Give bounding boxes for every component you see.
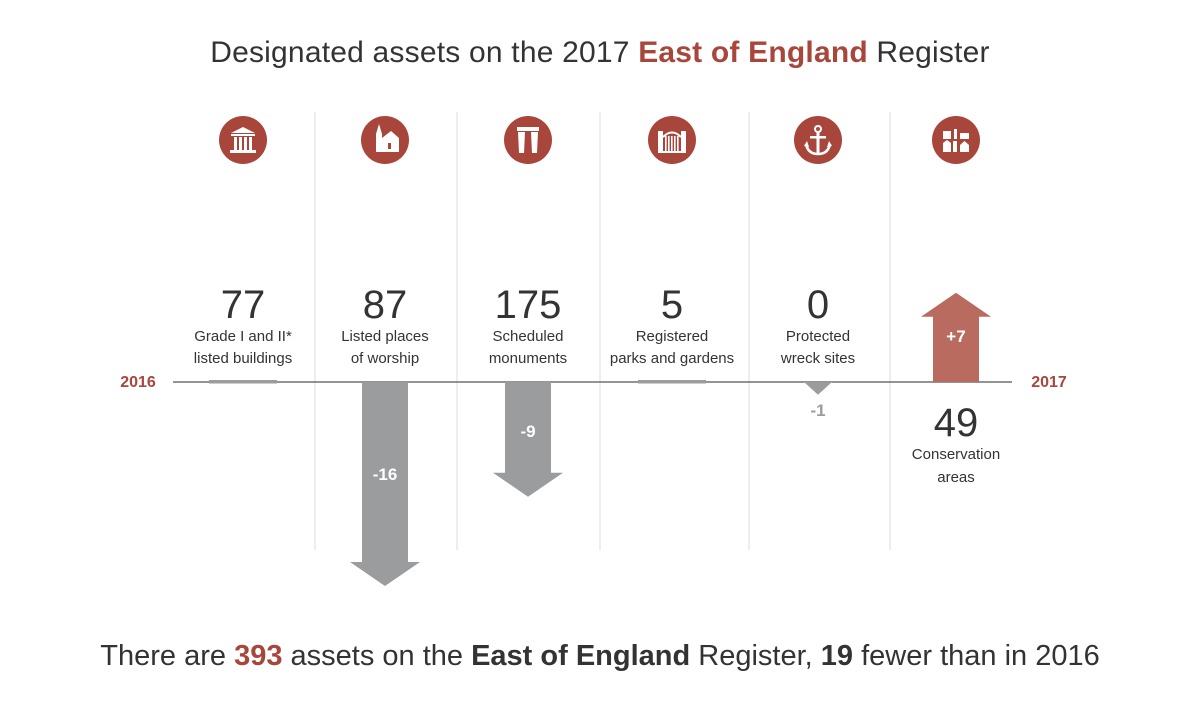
year-label-start: 2016 [120, 374, 156, 391]
summary-region: East of England [471, 640, 691, 672]
icon-part [671, 136, 673, 152]
icon-part [376, 134, 382, 152]
icon-part [388, 143, 391, 149]
change-label: -16 [373, 465, 398, 484]
anchor-icon [794, 116, 842, 164]
townscape-icon [932, 116, 980, 164]
monument-icon [504, 116, 552, 164]
icon-part [663, 151, 681, 153]
icon-part [954, 129, 957, 139]
icon-part [960, 141, 969, 145]
icon-part [810, 136, 826, 139]
icon-part [816, 132, 820, 153]
icon-part [953, 141, 957, 152]
asset-count: 5 [661, 283, 683, 327]
summary-diff: 19 [820, 640, 854, 672]
no-change-marker [209, 380, 277, 384]
category-label-line2: listed buildings [194, 350, 292, 367]
icon-background [504, 116, 552, 164]
icon-part [662, 131, 682, 138]
icon-part [376, 124, 382, 134]
year-label-end: 2017 [1031, 374, 1067, 391]
change-label: -9 [520, 422, 535, 441]
asset-count: 77 [221, 283, 266, 327]
category-label-line1: Conservation [912, 446, 1000, 463]
icon-part [244, 137, 247, 150]
icon-part [960, 145, 969, 152]
category-label-line2: areas [937, 469, 975, 486]
icon-part [827, 141, 832, 147]
summary-part2: assets on the [282, 640, 472, 672]
icon-background [219, 116, 267, 164]
icon-part [943, 131, 951, 139]
title-highlight: East of England [638, 36, 868, 69]
church-icon [361, 116, 409, 164]
icon-part [658, 131, 663, 153]
building-icon [219, 116, 267, 164]
icon-part [517, 127, 539, 131]
icon-part [674, 136, 676, 152]
icon-part [382, 131, 399, 138]
category-label-line1: Registered [636, 328, 709, 345]
title-prefix: Designated assets on the 2017 [210, 36, 639, 69]
decrease-arrow [350, 382, 420, 586]
title-suffix: Register [867, 36, 990, 69]
chart-title: Designated assets on the 2017 East of En… [0, 36, 1200, 70]
gate-icon [648, 116, 696, 164]
summary-total: 393 [234, 640, 283, 672]
category-label-line2: wreck sites [780, 350, 855, 367]
asset-count: 175 [495, 283, 562, 327]
icon-part [943, 143, 951, 152]
change-label: -1 [810, 401, 825, 420]
decrease-arrow [493, 382, 563, 497]
no-change-marker [638, 380, 706, 384]
icon-part [234, 137, 237, 150]
icon-part [943, 140, 951, 143]
category-label-line1: Grade I and II* [194, 328, 292, 345]
summary-text: There are 393 assets on the East of Engl… [0, 640, 1200, 673]
summary-part1: There are [100, 640, 235, 672]
change-label: +7 [946, 327, 965, 346]
increase-arrow [921, 292, 991, 382]
asset-count: 87 [363, 283, 408, 327]
icon-part [804, 141, 809, 147]
icon-part [230, 150, 256, 153]
icon-part [677, 136, 679, 152]
category-label-line2: parks and gardens [610, 350, 734, 367]
category-label-line2: of worship [351, 350, 419, 367]
asset-count: 49 [934, 401, 979, 445]
category-label-line1: Listed places [341, 328, 429, 345]
category-label-line1: Scheduled [493, 328, 564, 345]
summary-part4: fewer than in 2016 [853, 640, 1100, 672]
icon-part [231, 134, 255, 136]
category-label-line2: monuments [489, 350, 567, 367]
summary-part3: Register, [690, 640, 821, 672]
icon-part [665, 136, 667, 152]
category-label-line1: Protected [786, 328, 850, 345]
icon-part [249, 137, 252, 150]
icon-part [239, 137, 242, 150]
icon-part [231, 127, 255, 133]
icon-part [668, 136, 670, 152]
icon-background [932, 116, 980, 164]
icon-part [804, 143, 832, 156]
asset-count: 0 [807, 283, 829, 327]
icon-part [681, 131, 686, 153]
icon-part [960, 133, 969, 139]
icon-part [531, 132, 538, 153]
decrease-arrow [804, 382, 832, 395]
icon-part [518, 132, 525, 153]
